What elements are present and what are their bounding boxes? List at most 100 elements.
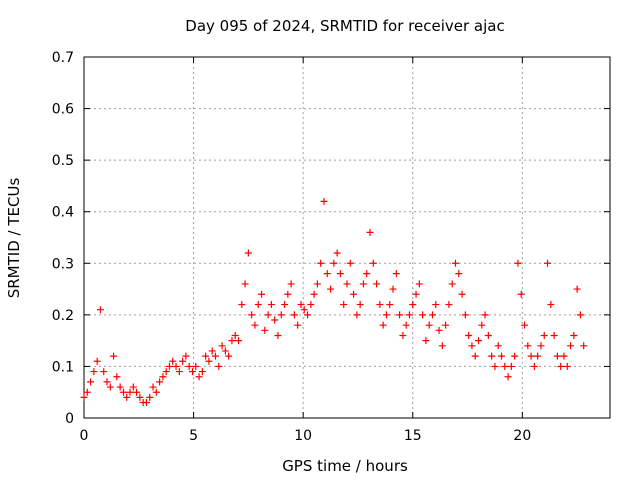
data-point xyxy=(438,342,446,350)
data-point xyxy=(156,378,164,386)
y-tick-label: 0 xyxy=(65,411,74,427)
data-point xyxy=(267,301,275,309)
x-tick-label: 5 xyxy=(189,428,198,444)
data-point xyxy=(468,342,476,350)
data-point xyxy=(396,311,404,319)
data-point xyxy=(507,362,515,370)
data-point xyxy=(152,388,160,396)
y-tick-label: 0.1 xyxy=(52,359,74,375)
data-point xyxy=(448,280,456,288)
y-axis-label: SRMTID / TECUs xyxy=(5,178,23,299)
data-point xyxy=(553,352,561,360)
data-point xyxy=(261,326,269,334)
data-point xyxy=(231,331,239,339)
data-point xyxy=(129,383,137,391)
data-point xyxy=(244,249,252,257)
data-point xyxy=(294,321,302,329)
y-tick-label: 0.6 xyxy=(52,102,74,118)
y-tick-label: 0.2 xyxy=(52,308,74,324)
data-point xyxy=(281,301,289,309)
data-point xyxy=(451,259,459,267)
data-point xyxy=(465,331,473,339)
data-point xyxy=(350,290,358,298)
data-point xyxy=(461,311,469,319)
data-point xyxy=(323,270,331,278)
data-point xyxy=(428,311,436,319)
data-point xyxy=(563,362,571,370)
data-point xyxy=(524,342,532,350)
data-point xyxy=(340,301,348,309)
data-point xyxy=(149,383,157,391)
data-point xyxy=(310,290,318,298)
data-point xyxy=(198,368,206,376)
data-point xyxy=(103,378,111,386)
data-point xyxy=(534,352,542,360)
data-point xyxy=(550,331,558,339)
data-point xyxy=(514,259,522,267)
data-point xyxy=(254,301,262,309)
data-point xyxy=(527,352,535,360)
data-point xyxy=(366,228,374,236)
data-point xyxy=(491,362,499,370)
data-point xyxy=(119,388,127,396)
data-point xyxy=(488,352,496,360)
data-point xyxy=(238,301,246,309)
y-tick-label: 0.3 xyxy=(52,256,74,272)
data-point xyxy=(215,362,223,370)
data-point xyxy=(376,301,384,309)
data-point xyxy=(570,331,578,339)
data-point xyxy=(333,249,341,257)
data-point xyxy=(343,280,351,288)
data-point xyxy=(540,331,548,339)
data-point xyxy=(116,383,124,391)
data-point xyxy=(573,285,581,293)
data-point xyxy=(471,352,479,360)
data-point xyxy=(241,280,249,288)
data-point xyxy=(274,331,282,339)
data-point xyxy=(162,368,170,376)
chart-title: Day 095 of 2024, SRMTID for receiver aja… xyxy=(185,17,504,35)
data-point xyxy=(87,378,95,386)
data-point xyxy=(458,290,466,298)
data-point xyxy=(484,331,492,339)
data-point xyxy=(182,352,190,360)
data-point xyxy=(336,270,344,278)
data-point xyxy=(192,362,200,370)
data-point xyxy=(435,326,443,334)
data-point xyxy=(327,285,335,293)
data-point xyxy=(304,311,312,319)
data-point xyxy=(126,388,134,396)
data-point xyxy=(235,337,243,345)
data-point xyxy=(83,388,91,396)
data-point xyxy=(494,342,502,350)
data-point xyxy=(307,301,315,309)
data-point xyxy=(179,357,187,365)
data-point xyxy=(504,373,512,381)
data-point xyxy=(475,337,482,345)
data-point xyxy=(221,347,229,355)
data-point xyxy=(297,301,305,309)
data-point xyxy=(517,290,525,298)
data-point xyxy=(415,280,423,288)
data-point xyxy=(409,301,417,309)
data-point xyxy=(159,373,167,381)
data-point xyxy=(379,321,387,329)
data-point xyxy=(287,280,295,288)
x-tick-label: 15 xyxy=(404,428,422,444)
data-point xyxy=(373,280,381,288)
data-point xyxy=(392,270,400,278)
data-point xyxy=(251,321,259,329)
data-point xyxy=(369,259,377,267)
data-point xyxy=(202,352,210,360)
data-point xyxy=(405,311,413,319)
data-point xyxy=(386,301,394,309)
data-point xyxy=(313,280,321,288)
data-point xyxy=(212,352,219,360)
y-tick-label: 0.4 xyxy=(52,205,74,221)
data-point xyxy=(317,259,325,267)
data-point xyxy=(277,311,285,319)
axis-ticks: 0 0.1 0.2 0.3 0.4 0.5 0.6 0.7 0 5 10 15 20 xyxy=(52,50,610,444)
x-tick-label: 0 xyxy=(80,428,89,444)
x-tick-label: 10 xyxy=(294,428,312,444)
